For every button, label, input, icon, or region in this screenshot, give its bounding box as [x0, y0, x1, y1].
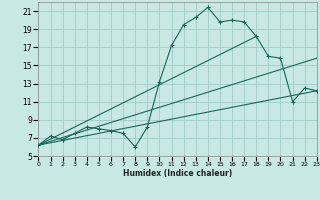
X-axis label: Humidex (Indice chaleur): Humidex (Indice chaleur) — [123, 169, 232, 178]
